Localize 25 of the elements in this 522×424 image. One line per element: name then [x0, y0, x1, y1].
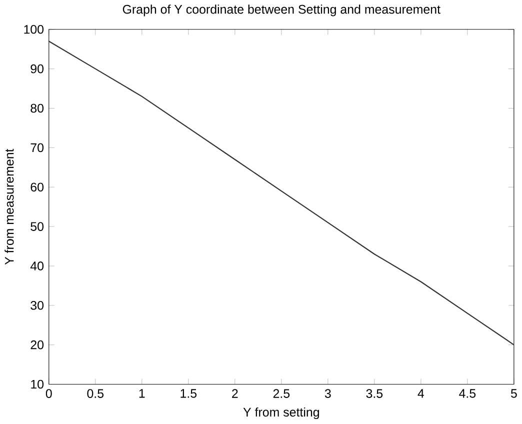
line-series	[48, 40, 514, 346]
x-axis-title: Y from setting	[243, 408, 319, 420]
x-tick-label: 4.5	[459, 389, 476, 398]
y-tick-label: 60	[30, 182, 44, 192]
x-tick-label: 3.5	[366, 389, 383, 398]
y-tick-label: 10	[31, 380, 44, 389]
y-tick-label: 70	[30, 143, 44, 152]
y-tick-label: 100	[24, 25, 44, 34]
y-tick-label: 90	[30, 64, 44, 74]
x-tick-label: 1	[139, 389, 145, 398]
y-tick-label: 40	[30, 262, 44, 271]
y-tick-label: 80	[30, 104, 44, 113]
y-tick-label: 30	[30, 301, 44, 310]
x-tick-label: 2	[232, 389, 238, 398]
chart-title: Graph of Y coordinate between Setting and measurement	[122, 4, 440, 16]
x-tick-label: 0	[46, 389, 52, 398]
x-tick-label: 3	[324, 389, 331, 398]
x-tick-label: 2.5	[273, 389, 290, 398]
x-tick-label: 0.5	[87, 389, 104, 398]
y-tick-label: 20	[30, 340, 44, 350]
x-tick-label: 4	[418, 389, 424, 398]
x-tick-label: 5	[510, 389, 517, 398]
x-tick-label: 1.5	[180, 389, 197, 398]
y-tick-label: 50	[30, 222, 44, 232]
y-axis-title: Y from measurement	[4, 149, 14, 265]
